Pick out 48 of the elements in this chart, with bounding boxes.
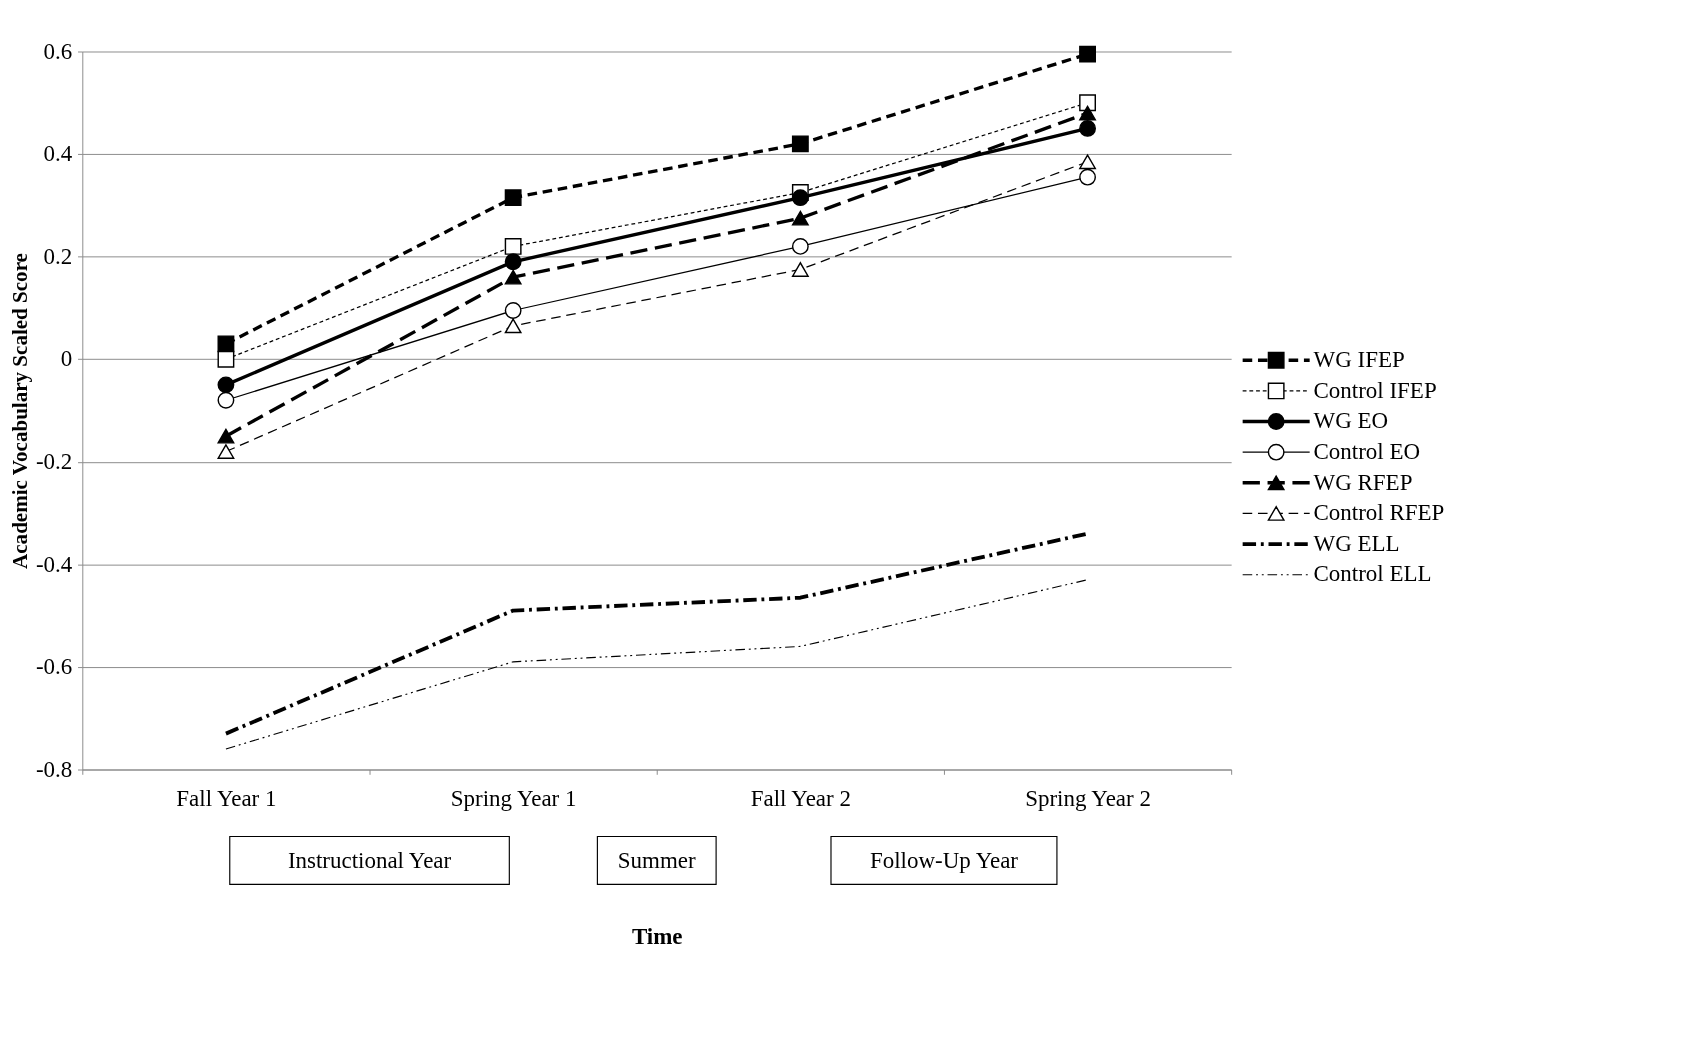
y-tick-label: -0.8 xyxy=(35,756,73,782)
text: Summer xyxy=(617,848,697,874)
point xyxy=(791,189,809,207)
y-tick-label: 0 xyxy=(60,346,73,372)
y-tick-label: -0.2 xyxy=(35,448,73,474)
point xyxy=(504,302,522,319)
y-tick-label: 0.4 xyxy=(43,141,73,167)
point xyxy=(504,318,522,334)
point xyxy=(1079,45,1096,63)
point xyxy=(1079,168,1096,186)
point xyxy=(217,444,235,459)
point xyxy=(1079,94,1096,112)
text: Instructional Year xyxy=(287,848,452,874)
point xyxy=(791,210,809,226)
y-tick-label: 0.2 xyxy=(43,243,73,269)
legend-label: WG RFEP xyxy=(1313,469,1413,495)
legend-label: WG EO xyxy=(1313,408,1389,434)
point xyxy=(504,237,522,255)
point xyxy=(504,269,522,285)
legend-label: WG IFEP xyxy=(1313,346,1405,372)
y-tick-label: 0.6 xyxy=(43,38,73,64)
y-axis-title: Academic Vocabulary Scaled Score xyxy=(8,253,33,569)
point xyxy=(791,135,809,153)
text: Follow-Up Year xyxy=(869,848,1019,874)
point xyxy=(217,391,235,409)
point xyxy=(504,253,522,271)
x-tick-label: Fall Year 1 xyxy=(176,786,277,812)
point xyxy=(217,428,235,444)
legend-label: Control RFEP xyxy=(1313,500,1445,526)
point xyxy=(217,335,235,353)
point xyxy=(504,189,522,207)
point xyxy=(791,262,809,277)
legend-label: Control EO xyxy=(1313,438,1421,464)
point xyxy=(217,376,235,394)
legend-label: Control ELL xyxy=(1313,561,1432,587)
x-axis-title: Time xyxy=(631,924,683,950)
legend-label: Control IFEP xyxy=(1313,377,1437,403)
point xyxy=(1079,105,1096,121)
x-tick-label: Spring Year 1 xyxy=(450,786,577,812)
point xyxy=(1079,120,1096,137)
x-tick-label: Fall Year 2 xyxy=(750,786,851,812)
y-tick-label: -0.4 xyxy=(35,551,73,577)
y-tick-label: -0.6 xyxy=(35,654,73,680)
point xyxy=(791,237,809,255)
point xyxy=(1079,154,1096,170)
point xyxy=(217,350,235,368)
legend-label: WG ELL xyxy=(1313,530,1400,556)
x-tick-label: Spring Year 2 xyxy=(1025,786,1151,812)
